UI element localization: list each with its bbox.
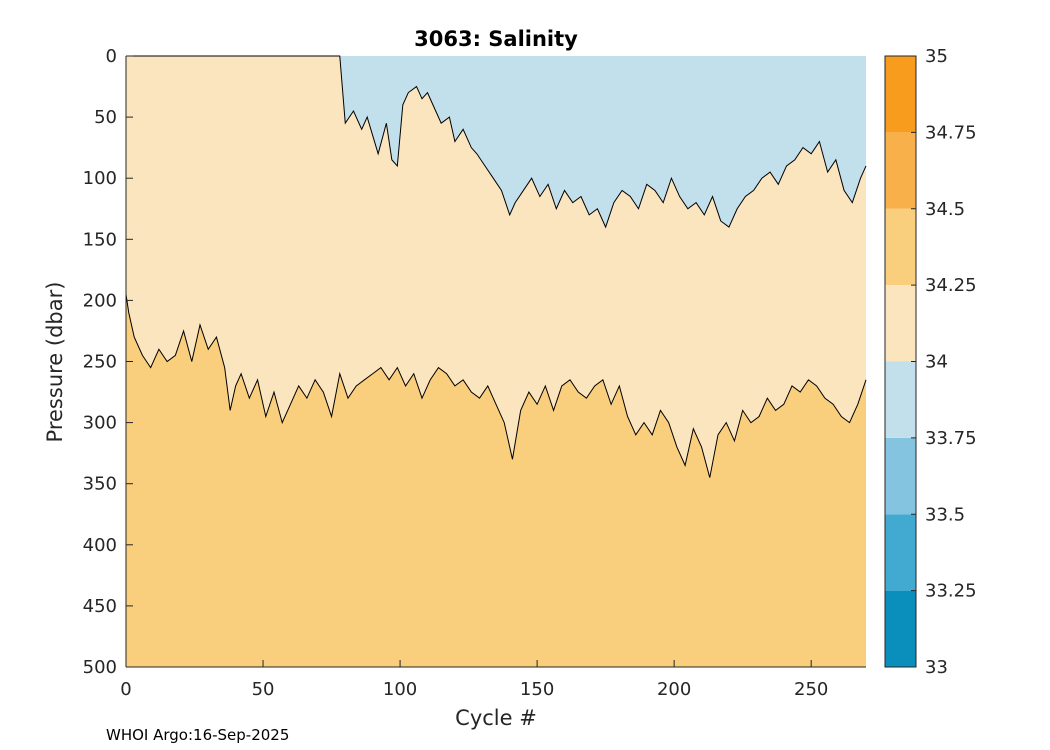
colorbar-segment <box>885 285 916 362</box>
x-tick-label: 200 <box>657 679 691 700</box>
colorbar-segment <box>885 437 916 515</box>
colorbar-tick-label: 33 <box>925 657 948 678</box>
y-tick-label: 450 <box>83 596 117 617</box>
chart-title: 3063: Salinity <box>414 27 578 51</box>
contour-line-34 <box>126 55 867 229</box>
y-tick-label: 400 <box>83 535 117 556</box>
colorbar-segment <box>885 208 916 286</box>
colorbar-tick-label: 34.25 <box>925 275 977 296</box>
colorbar-tick-label: 34 <box>925 352 948 373</box>
y-tick-label: 500 <box>83 657 117 678</box>
colorbar-tick-label: 33.5 <box>925 504 965 525</box>
x-tick-label: 0 <box>120 679 131 700</box>
y-tick-label: 0 <box>106 46 117 67</box>
contour-line-34.25 <box>125 294 867 478</box>
colorbar-tick-label: 33.25 <box>925 581 977 602</box>
y-tick-label: 150 <box>83 229 117 250</box>
x-axis-label: Cycle # <box>455 706 537 730</box>
colorbar-segment <box>885 361 916 438</box>
x-tick-label: 100 <box>383 679 417 700</box>
x-tick-label: 50 <box>252 679 275 700</box>
band-33.75-34 <box>126 56 866 228</box>
y-tick-label: 350 <box>83 474 117 495</box>
colorbar: 33 33.25 33.5 33.75 34 34.25 34.5 34.75 35 <box>884 46 977 678</box>
x-tick-label: 250 <box>794 679 828 700</box>
credit-label: WHOI Argo:16-Sep-2025 <box>106 726 289 744</box>
colorbar-tick-label: 35 <box>925 46 948 67</box>
colorbar-tick-label: 33.75 <box>925 428 977 449</box>
colorbar-tick-label: 34.75 <box>925 122 977 143</box>
y-tick-label: 200 <box>83 290 117 311</box>
y-tick-label: 250 <box>83 352 117 373</box>
y-tick-label: 50 <box>94 107 117 128</box>
y-axis-label: Pressure (dbar) <box>43 282 67 443</box>
colorbar-segment <box>885 56 916 133</box>
colorbar-tick-label: 34.5 <box>925 199 965 220</box>
colorbar-segment <box>885 514 916 591</box>
y-tick-label: 300 <box>83 413 117 434</box>
x-tick-label: 150 <box>520 679 554 700</box>
colorbar-segment <box>885 132 916 209</box>
contour-plot: 0 50 100 150 200 250 0 50 100 150 200 250 300 350 400 4… <box>83 46 867 700</box>
colorbar-segment <box>885 590 916 667</box>
y-tick-label: 100 <box>83 168 117 189</box>
